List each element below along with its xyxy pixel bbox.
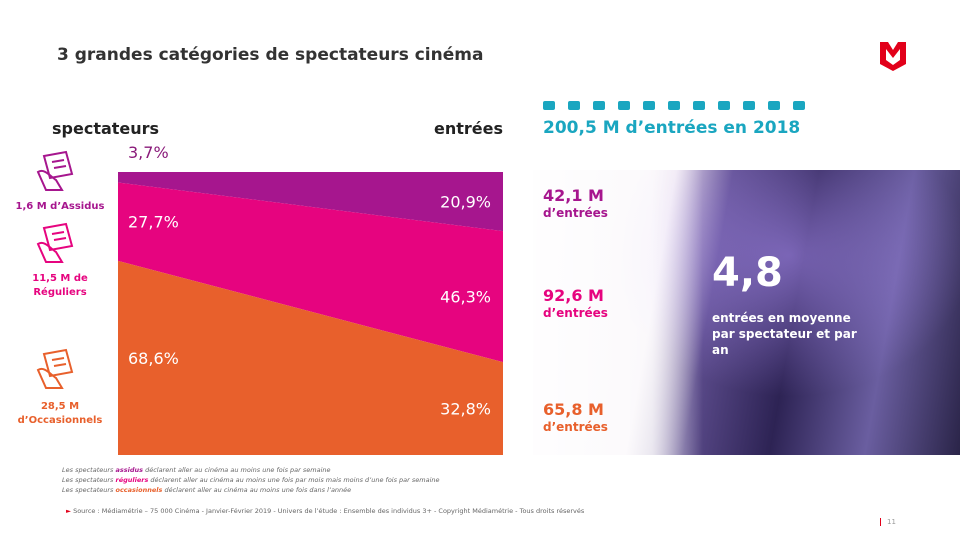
- footnote-text: Les spectateurs: [62, 466, 116, 474]
- series-name: 11,5 M de Réguliers: [32, 273, 88, 298]
- ticket-icon: [36, 222, 74, 263]
- dot: [718, 101, 730, 110]
- flow-band: [118, 260, 503, 455]
- icon-stroke: [36, 242, 64, 263]
- highlight-text: entrées en moyenne par spectateur et par…: [712, 311, 857, 357]
- footnote: Les spectateurs occasionnels déclarent a…: [62, 486, 351, 494]
- icon-stroke: [51, 357, 67, 367]
- dot: [618, 101, 630, 110]
- panel-amount: 92,6 M: [543, 286, 604, 305]
- highlight-number: 4,8: [712, 250, 783, 296]
- chart: 3,7% 20,9% 27,7% 46,3% 68,6% 32,8%: [36, 143, 503, 455]
- footnote-text: déclarent aller au cinéma au moins une f…: [143, 466, 331, 474]
- icon-stroke: [51, 159, 67, 169]
- value-label: 3,7%: [128, 143, 169, 162]
- page-number: 11: [880, 518, 896, 526]
- footnote-text: déclarent aller au cinéma au moins une f…: [162, 486, 352, 494]
- slide-title: 3 grandes catégories de spectateurs ciné…: [57, 45, 484, 65]
- footnote-text: Les spectateurs: [62, 476, 116, 484]
- dot: [693, 101, 705, 110]
- panel-amount: 42,1 M: [543, 186, 604, 205]
- logo: [880, 42, 906, 71]
- footnote-text: Les spectateurs: [62, 486, 116, 494]
- value-label: 68,6%: [128, 349, 179, 368]
- footnote: Les spectateurs assidus déclarent aller …: [62, 466, 331, 474]
- panel-amount: 65,8 M: [543, 400, 604, 419]
- footnote-keyword: occasionnels: [115, 486, 163, 494]
- panel-header: 200,5 M d’entrées en 2018: [543, 118, 801, 138]
- value-label: 27,7%: [128, 213, 179, 232]
- flow-band: [118, 182, 503, 363]
- dot: [668, 101, 680, 110]
- value-label: 20,9%: [440, 193, 491, 212]
- icon-stroke: [36, 368, 64, 389]
- dot: [593, 101, 605, 110]
- icon-stroke: [51, 231, 67, 241]
- icon-stroke: [42, 222, 74, 252]
- dot: [543, 101, 555, 110]
- icon-stroke: [42, 348, 74, 378]
- dot: [643, 101, 655, 110]
- category-label: spectateurs: [52, 119, 160, 138]
- footnote: Les spectateurs réguliers déclarent alle…: [62, 476, 440, 484]
- series-name: 1,6 M d’Assidus: [15, 201, 105, 212]
- ticket-icon: [36, 348, 74, 389]
- ticket-icon: [36, 150, 74, 191]
- footnote-keyword: assidus: [115, 466, 143, 474]
- source-text: Source : Médiamétrie – 75 000 Cinéma - J…: [73, 507, 585, 515]
- flow-band: [118, 172, 503, 232]
- category-label: entrées: [433, 119, 503, 138]
- panel-unit: d’entrées: [543, 206, 608, 220]
- dot: [793, 101, 805, 110]
- icon-stroke: [42, 150, 74, 180]
- dot: [768, 101, 780, 110]
- panel-unit: d’entrées: [543, 420, 608, 434]
- value-label: 46,3%: [440, 288, 491, 307]
- source: ► Source : Médiamétrie – 75 000 Cinéma -…: [66, 507, 585, 515]
- dot: [568, 101, 580, 110]
- series-name: 28,5 M d’Occasionnels: [17, 401, 103, 426]
- panel-unit: d’entrées: [543, 306, 608, 320]
- icon-stroke: [36, 170, 64, 191]
- value-label: 32,8%: [440, 400, 491, 419]
- dot: [743, 101, 755, 110]
- photo-fade: [533, 170, 703, 455]
- footnote-text: déclarent aller au cinéma au moins une f…: [148, 476, 440, 484]
- footnote-keyword: réguliers: [115, 476, 149, 484]
